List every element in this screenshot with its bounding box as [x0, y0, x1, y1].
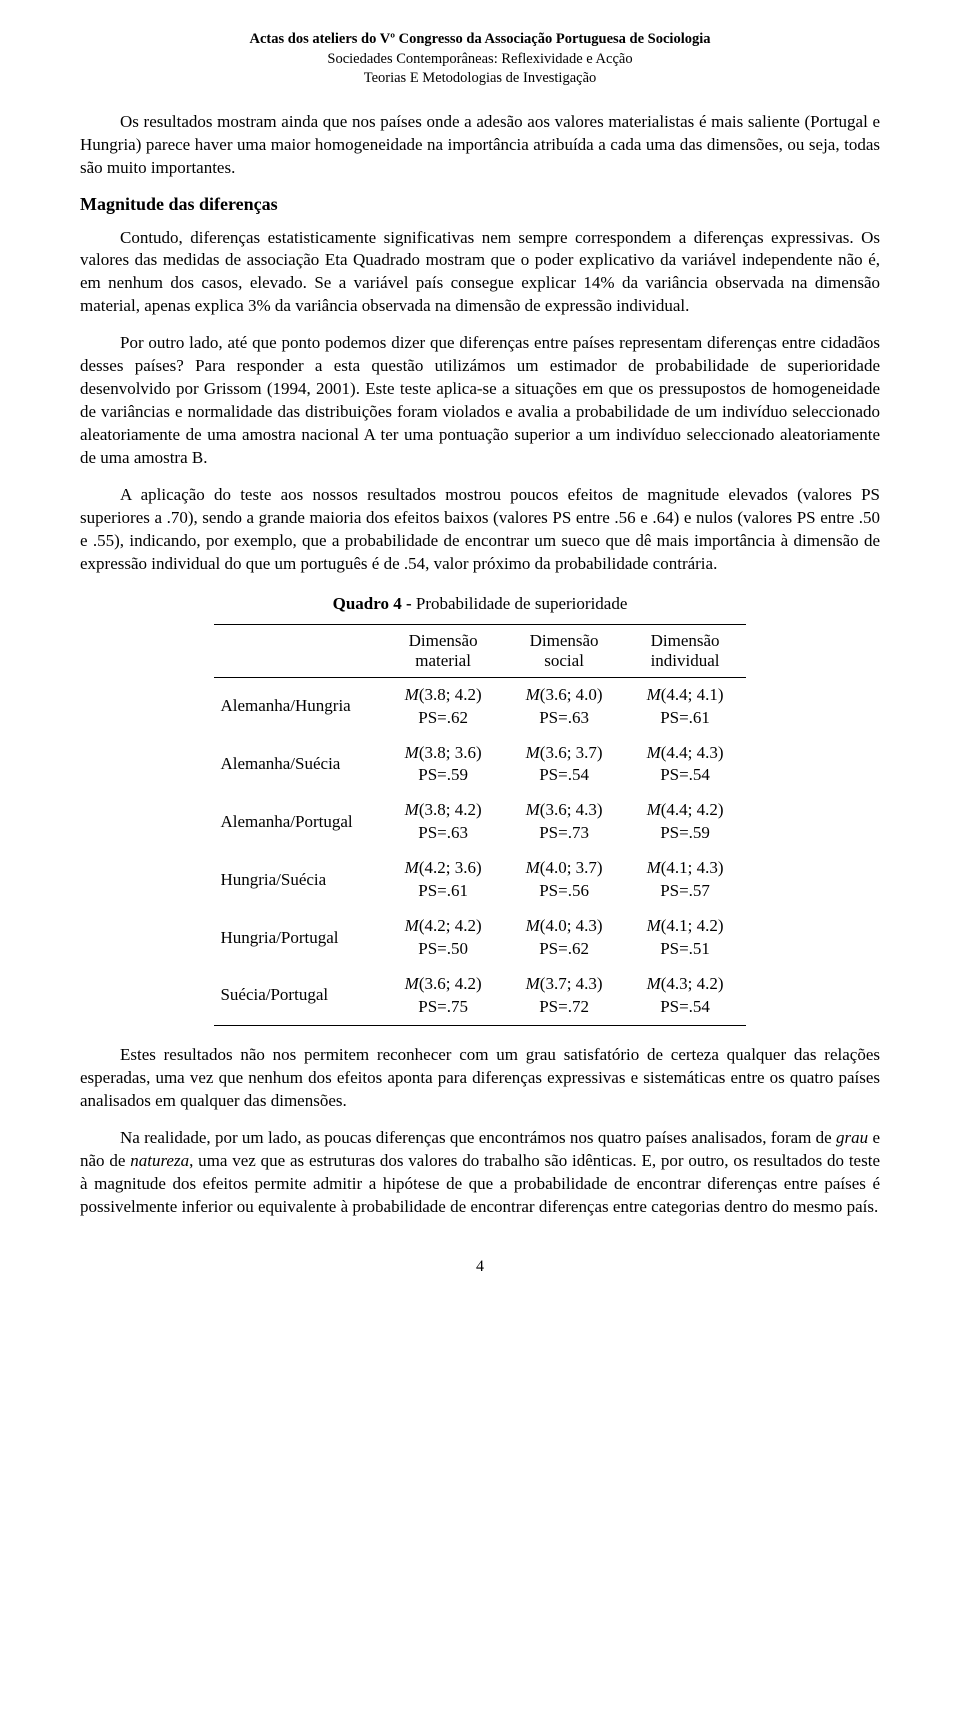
paragraph-2: Contudo, diferenças estatisticamente sig… — [80, 227, 880, 319]
table-cell: M(4.4; 4.1)PS=.61 — [625, 677, 746, 735]
row-label: Hungria/Portugal — [214, 909, 382, 967]
table-row: Hungria/PortugalM(4.2; 4.2)PS=.50M(4.0; … — [214, 909, 745, 967]
row-label: Suécia/Portugal — [214, 967, 382, 1025]
p5b-pre: Na realidade, por um lado, as poucas dif… — [120, 1128, 836, 1147]
table-cell: M(4.3; 4.2)PS=.54 — [625, 967, 746, 1025]
table-cell: M(3.8; 4.2)PS=.62 — [383, 677, 504, 735]
col-head-l2: material — [415, 651, 471, 670]
table-cell: M(4.0; 4.3)PS=.62 — [504, 909, 625, 967]
col-head-l1: Dimensão — [530, 631, 599, 650]
table-row: Hungria/SuéciaM(4.2; 3.6)PS=.61M(4.0; 3.… — [214, 851, 745, 909]
row-label: Hungria/Suécia — [214, 851, 382, 909]
header-line-1: Actas dos ateliers do Vº Congresso da As… — [80, 30, 880, 50]
table-header-row: Dimensão material Dimensão social Dimens… — [214, 624, 745, 677]
table-cell: M(4.2; 3.6)PS=.61 — [383, 851, 504, 909]
row-label: Alemanha/Hungria — [214, 677, 382, 735]
table-row: Alemanha/SuéciaM(3.8; 3.6)PS=.59M(3.6; 3… — [214, 736, 745, 794]
table-cell: M(4.0; 3.7)PS=.56 — [504, 851, 625, 909]
paragraph-5b: Na realidade, por um lado, as poucas dif… — [80, 1127, 880, 1219]
col-head-l2: individual — [651, 651, 720, 670]
paragraph-4: A aplicação do teste aos nossos resultad… — [80, 484, 880, 576]
table-cell: M(3.6; 4.0)PS=.63 — [504, 677, 625, 735]
table-row: Alemanha/HungriaM(3.8; 4.2)PS=.62M(3.6; … — [214, 677, 745, 735]
table-corner — [214, 624, 382, 677]
table-caption: Quadro 4 - Probabilidade de superioridad… — [80, 594, 880, 614]
col-head-material: Dimensão material — [383, 624, 504, 677]
table-cell: M(3.6; 4.2)PS=.75 — [383, 967, 504, 1025]
row-label: Alemanha/Portugal — [214, 793, 382, 851]
table-cell: M(3.8; 3.6)PS=.59 — [383, 736, 504, 794]
col-head-l1: Dimensão — [651, 631, 720, 650]
table-cell: M(4.2; 4.2)PS=.50 — [383, 909, 504, 967]
paragraph-3: Por outro lado, até que ponto podemos di… — [80, 332, 880, 470]
probability-table: Dimensão material Dimensão social Dimens… — [214, 624, 745, 1026]
table-cell: M(4.4; 4.2)PS=.59 — [625, 793, 746, 851]
col-head-individual: Dimensão individual — [625, 624, 746, 677]
table-cell: M(3.8; 4.2)PS=.63 — [383, 793, 504, 851]
table-cell: M(3.6; 4.3)PS=.73 — [504, 793, 625, 851]
table-cell: M(3.6; 3.7)PS=.54 — [504, 736, 625, 794]
table-row: Suécia/PortugalM(3.6; 4.2)PS=.75M(3.7; 4… — [214, 967, 745, 1025]
table-cell: M(4.4; 4.3)PS=.54 — [625, 736, 746, 794]
p5b-italic-natureza: natureza — [130, 1151, 189, 1170]
col-head-l1: Dimensão — [409, 631, 478, 650]
p5b-post: , uma vez que as estruturas dos valores … — [80, 1151, 880, 1216]
section-heading: Magnitude das diferenças — [80, 194, 880, 215]
col-head-social: Dimensão social — [504, 624, 625, 677]
p5b-italic-grau: grau — [836, 1128, 868, 1147]
page-container: Actas dos ateliers do Vº Congresso da As… — [0, 0, 960, 1316]
table-caption-bold: Quadro 4 - — [333, 594, 416, 613]
header-line-3: Teorias E Metodologias de Investigação — [80, 69, 880, 89]
table-row: Alemanha/PortugalM(3.8; 4.2)PS=.63M(3.6;… — [214, 793, 745, 851]
paragraph-intro: Os resultados mostram ainda que nos país… — [80, 111, 880, 180]
table-caption-rest: Probabilidade de superioridade — [416, 594, 628, 613]
page-number: 4 — [80, 1258, 880, 1276]
header-line-2: Sociedades Contemporâneas: Reflexividade… — [80, 50, 880, 70]
table-body: Alemanha/HungriaM(3.8; 4.2)PS=.62M(3.6; … — [214, 677, 745, 1025]
col-head-l2: social — [544, 651, 584, 670]
paragraph-5a: Estes resultados não nos permitem reconh… — [80, 1044, 880, 1113]
table-cell: M(3.7; 4.3)PS=.72 — [504, 967, 625, 1025]
row-label: Alemanha/Suécia — [214, 736, 382, 794]
table-cell: M(4.1; 4.2)PS=.51 — [625, 909, 746, 967]
table-cell: M(4.1; 4.3)PS=.57 — [625, 851, 746, 909]
page-header: Actas dos ateliers do Vº Congresso da As… — [80, 30, 880, 89]
